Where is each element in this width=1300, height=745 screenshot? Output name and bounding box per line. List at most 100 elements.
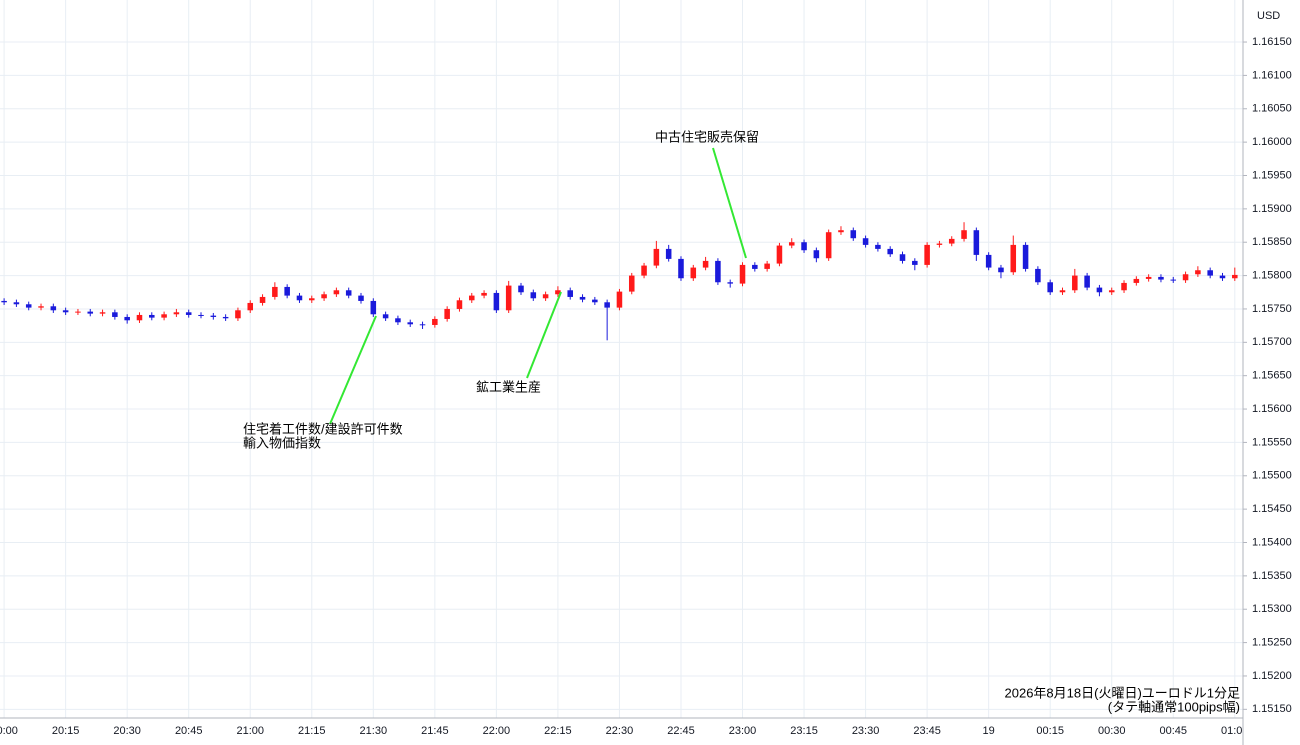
candle-body: [961, 230, 967, 239]
candle-body: [259, 296, 266, 303]
grid: [0, 0, 1243, 718]
x-tick-label: 22:45: [667, 725, 695, 737]
y-tick-label: 1.15600: [1252, 403, 1292, 415]
candle-body: [1207, 270, 1213, 276]
candle-body: [124, 316, 130, 321]
y-tick-label: 1.15800: [1252, 269, 1292, 281]
y-tick-label: 1.16150: [1252, 36, 1292, 48]
candle-body: [13, 302, 20, 305]
y-tick-label: 1.15500: [1252, 470, 1292, 482]
candle-body: [222, 316, 229, 319]
y-tick-label: 1.15150: [1252, 703, 1292, 715]
candle-body: [1145, 276, 1152, 279]
x-tick-label: 21:30: [360, 725, 388, 737]
candle-body: [555, 290, 561, 295]
candle-body: [1219, 275, 1226, 279]
candle-body: [419, 324, 426, 326]
candle-body: [616, 291, 623, 308]
candle-body: [481, 292, 487, 296]
candle-body: [715, 260, 721, 283]
annotation: 輸入物価指数: [243, 435, 321, 450]
y-tick-label: 1.15900: [1252, 203, 1292, 215]
candle-body: [924, 244, 930, 265]
candle-body: [567, 290, 573, 297]
candle-body: [50, 306, 57, 311]
candle-body: [948, 238, 955, 244]
y-tick-label: 1.15450: [1252, 503, 1292, 515]
candle-body: [801, 242, 807, 251]
candle-body: [468, 295, 475, 301]
x-tick-label: 23:30: [852, 725, 880, 737]
y-tick-label: 1.15950: [1252, 169, 1292, 181]
annotation-pointer: [526, 291, 562, 379]
candle-body: [185, 312, 192, 315]
candle-body: [493, 292, 500, 311]
candle-body: [887, 248, 893, 255]
y-tick-label: 1.15850: [1252, 236, 1292, 248]
candle-body: [198, 314, 204, 316]
candle-body: [284, 286, 290, 296]
x-tick-label: 21:15: [298, 725, 326, 737]
annotation-pointer: [712, 147, 747, 259]
annotation: 鉱工業生産: [476, 379, 541, 394]
x-tick-label: 22:00: [483, 725, 511, 737]
candle-body: [1096, 287, 1103, 293]
x-tick-label: 20:45: [175, 725, 203, 737]
candle-body: [333, 290, 340, 295]
candle-body: [1072, 275, 1078, 291]
candle-body: [370, 300, 377, 315]
y-tick-label: 1.15250: [1252, 637, 1292, 649]
candle-body: [235, 310, 241, 319]
y-tick-label: 1.15550: [1252, 436, 1292, 448]
y-tick-label: 1.15700: [1252, 336, 1292, 348]
candle-body: [38, 306, 44, 308]
x-tick-label: 00:15: [1036, 725, 1064, 737]
candle-body: [665, 248, 672, 259]
candle-body: [788, 242, 795, 246]
currency-label: USD: [1257, 10, 1280, 22]
candle-body: [149, 314, 155, 318]
candle-body: [456, 300, 463, 309]
x-tick-label: 22:15: [544, 725, 572, 737]
x-tick-label: 23:00: [729, 725, 757, 737]
y-tick-label: 1.16100: [1252, 69, 1292, 81]
candle-body: [985, 254, 992, 268]
y-tick-label: 1.16000: [1252, 136, 1292, 148]
candle-body: [75, 311, 81, 313]
x-tick-label: 01:00: [1221, 725, 1249, 737]
x-tick-label: 21:00: [236, 725, 264, 737]
candle-body: [407, 322, 414, 325]
candle-body: [173, 312, 180, 315]
y-tick-label: 1.15200: [1252, 670, 1292, 682]
candle-body: [530, 292, 537, 299]
candle-body: [505, 285, 512, 311]
y-tick-label: 1.15650: [1252, 370, 1292, 382]
candle-body: [653, 248, 660, 266]
candle-body: [838, 230, 844, 233]
x-axis: 20:00 20:15 20:30 20:45 21:00 21:15 21:30 21:45…: [0, 725, 1249, 737]
candle-body: [136, 314, 143, 321]
candle-body: [1232, 274, 1238, 279]
candle-body: [210, 315, 217, 317]
candle-body: [247, 302, 254, 311]
candle-body: [1010, 244, 1017, 273]
candle-body: [62, 310, 69, 313]
candle-body: [973, 230, 980, 255]
x-tick-label: 00:30: [1098, 725, 1126, 737]
candle-body: [444, 308, 450, 319]
candle-body: [739, 264, 746, 284]
candle-body: [875, 244, 881, 249]
candle-body: [628, 275, 635, 292]
candle-body: [579, 296, 586, 300]
annotations: 住宅着工件数/建設許可件数 輸入物価指数 鉱工業生産 中古住宅販売保留: [243, 129, 759, 450]
y-tick-label: 1.15350: [1252, 570, 1292, 582]
candle-body: [112, 312, 118, 317]
candle-body: [25, 304, 32, 308]
candle-body: [813, 250, 820, 259]
candle-body: [432, 318, 438, 325]
x-tick-label: 22:30: [606, 725, 634, 737]
candle-body: [862, 238, 869, 245]
candle-body: [161, 314, 167, 318]
